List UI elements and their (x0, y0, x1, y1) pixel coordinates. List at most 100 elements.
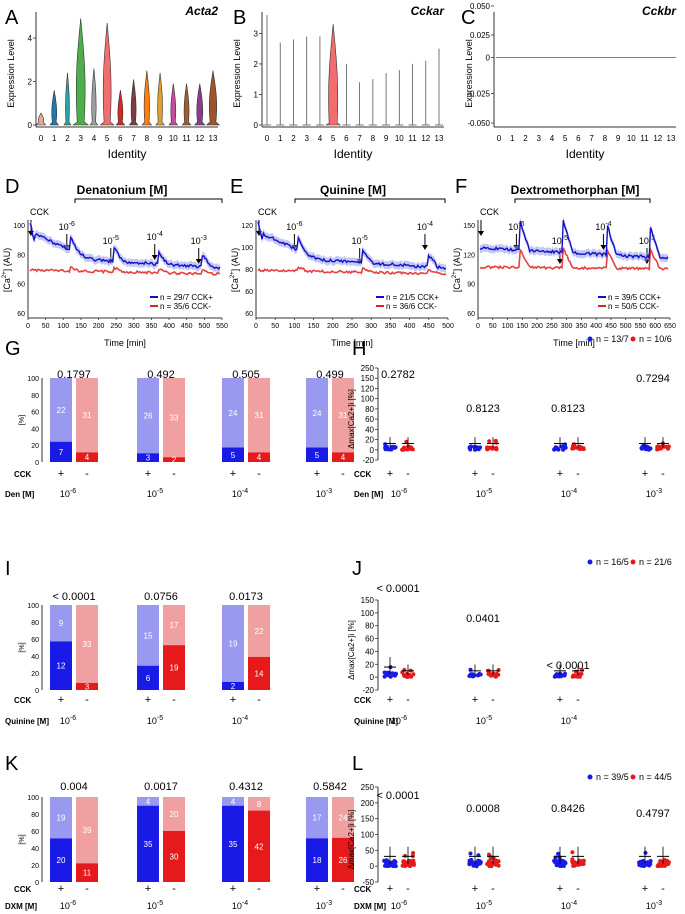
x-tick-label: 550 (635, 323, 647, 330)
cluster-tick-label: 2 (291, 134, 296, 143)
y-tick-label: 60 (245, 289, 253, 296)
cck-sign: + (387, 694, 393, 706)
cck-sign: + (145, 468, 151, 480)
responder-count: 4 (341, 453, 346, 462)
y-tick-label: 120 (463, 252, 475, 259)
panel-label-F: F (455, 176, 467, 198)
p-value: 0.0173 (229, 591, 263, 603)
cluster-tick-label: 9 (158, 134, 163, 143)
responder-count: 3 (146, 454, 151, 463)
cck-sign: + (230, 694, 236, 706)
y-tick-label: 20 (365, 436, 374, 445)
p-value: 0.5842 (313, 781, 347, 793)
bar-responders-cck-plus (50, 838, 72, 882)
cck-sign: - (406, 694, 410, 706)
y-tick-label: 20 (31, 671, 39, 678)
y-tick-label: 80 (31, 812, 39, 819)
bar-responders-cck-plus (137, 805, 159, 882)
panel-label-K: K (5, 753, 19, 775)
bar-responders-cck-plus (50, 441, 72, 462)
row-label-cck: CCK (354, 470, 372, 479)
responder-count: 2 (231, 682, 236, 691)
non-responder-count: 39 (83, 826, 92, 835)
legend-cck-minus: n = 36/6 CCK- (386, 302, 437, 311)
data-point-cck-minus (662, 444, 667, 449)
y-tick-label: 120 (241, 223, 253, 230)
bar-responders-cck-minus (76, 863, 98, 882)
y-tick-label: 90 (467, 282, 475, 289)
y-tick-label: 100 (361, 395, 375, 404)
p-value: 0.7294 (636, 373, 670, 385)
violin-cluster-8 (141, 70, 153, 126)
cck-sign: + (557, 468, 563, 480)
x-axis-label: Time [min] (553, 338, 595, 348)
data-point-cck-minus (496, 672, 501, 677)
data-point-cck-minus (493, 438, 498, 443)
x-tick-label: 650 (664, 323, 676, 330)
panel-label-G: G (5, 338, 21, 360)
non-responder-count: 31 (255, 411, 264, 420)
data-point-cck-minus (570, 850, 575, 855)
cck-sign: + (387, 468, 393, 480)
bar-non-responders-cck-minus (76, 378, 98, 453)
data-point-cck-plus (554, 863, 559, 868)
y-tick-label: 1 (254, 90, 259, 99)
data-point-cck-plus (382, 858, 387, 863)
y-tick-label: 100 (361, 609, 375, 618)
concentration-label: 10-4 (232, 900, 248, 911)
non-responder-count: 33 (170, 414, 179, 423)
y-axis-label: [Ca2+] (AU) (452, 248, 462, 292)
x-tick-label: 150 (516, 323, 528, 330)
non-responder-count: 26 (144, 412, 153, 421)
legend-dot-cck-minus (630, 336, 636, 342)
responder-count: 4 (257, 453, 262, 462)
y-tick-label: -0.050 (467, 119, 490, 128)
violin-cluster-5 (325, 24, 342, 126)
cck-sign: - (172, 694, 176, 706)
y-axis-label: Expression Level (232, 39, 242, 108)
legend-dot-cck-minus (630, 559, 636, 565)
y-tick-label: 80 (365, 622, 374, 631)
data-point-cck-minus (494, 447, 499, 452)
panel-label-C: C (461, 7, 475, 29)
cck-label: CCK (30, 207, 49, 217)
bar-non-responders-cck-minus (332, 378, 354, 453)
data-point-cck-minus (570, 860, 575, 865)
responder-count: 6 (146, 674, 151, 683)
non-responder-count: 17 (313, 814, 322, 823)
y-tick-label: 0 (28, 121, 33, 130)
cck-sign: + (230, 468, 236, 480)
data-point-cck-minus (491, 862, 496, 866)
legend-cck-minus: n = 10/6 (639, 334, 672, 344)
p-value: 0.4797 (636, 808, 670, 820)
cck-sign: - (341, 468, 345, 480)
bar-responders-cck-minus (76, 452, 98, 462)
cluster-tick-label: 4 (550, 134, 555, 143)
legend-cck-plus: n = 39/5 (596, 772, 629, 782)
bar-responders-cck-plus (50, 641, 72, 690)
bar-responders-cck-plus (306, 838, 328, 882)
cck-sign: + (472, 468, 478, 480)
concentration-label: 10-5 (147, 488, 163, 499)
legend-cck-plus: n = 29/7 CCK+ (160, 293, 213, 302)
data-point-cck-minus (402, 674, 407, 678)
responder-count: 7 (59, 448, 64, 457)
cck-plus-trace (257, 221, 447, 270)
cck-sign: + (58, 694, 64, 706)
cluster-tick-label: 0 (497, 134, 502, 143)
cck-sign: - (576, 468, 580, 480)
stimulus-title: Quinine [M] (320, 183, 386, 197)
cck-sign: - (172, 468, 176, 480)
cluster-tick-label: 13 (209, 134, 218, 143)
y-tick-label: 60 (31, 829, 39, 836)
data-point-cck-plus (637, 860, 642, 865)
data-point-cck-plus (555, 859, 560, 864)
responder-count: 2 (172, 456, 177, 465)
data-point-cck-minus (404, 439, 409, 444)
y-tick-label: 40 (31, 846, 39, 853)
p-value: 0.8123 (551, 403, 585, 415)
x-tick-label: 150 (308, 323, 320, 330)
cluster-tick-label: 1 (278, 134, 283, 143)
non-responder-count: 15 (144, 631, 153, 640)
bar-non-responders-cck-minus (163, 378, 185, 458)
